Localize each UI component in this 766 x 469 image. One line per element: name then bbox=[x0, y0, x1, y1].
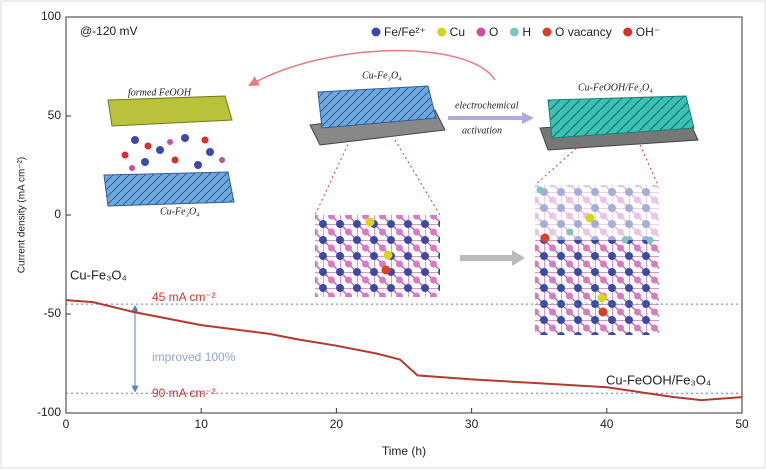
y-tick-label: -100 bbox=[37, 405, 61, 419]
inset-label: Cu-FeOOH/Fe₃O₄ bbox=[578, 82, 653, 93]
y-tick-label: 0 bbox=[54, 207, 61, 221]
legend-swatch bbox=[476, 27, 486, 37]
improvement-label: improved 100% bbox=[152, 350, 236, 364]
legend-label: O bbox=[489, 25, 498, 39]
x-tick-label: 0 bbox=[63, 417, 70, 431]
x-tick-label: 40 bbox=[600, 417, 614, 431]
y-tick-label: -50 bbox=[44, 306, 62, 320]
legend-swatch bbox=[542, 27, 552, 37]
condition: @-120 mV bbox=[80, 24, 138, 38]
legend-label: H bbox=[522, 25, 531, 39]
legend-swatch bbox=[623, 27, 633, 37]
curved-arrow bbox=[248, 49, 496, 87]
legend-label: OH⁻ bbox=[636, 25, 660, 39]
end-label: Cu-FeOOH/Fe₃O₄ bbox=[606, 372, 711, 387]
inset-label: activation bbox=[462, 125, 502, 136]
x-tick-label: 20 bbox=[330, 417, 344, 431]
inset-label: Cu-Fe₃O₄ bbox=[362, 70, 402, 81]
inset-middle bbox=[309, 85, 525, 297]
legend-label: Cu bbox=[450, 25, 465, 39]
legend-swatch bbox=[509, 27, 519, 37]
x-axis-label: Time (h) bbox=[382, 444, 426, 458]
lattice-before bbox=[315, 215, 440, 297]
data-line bbox=[65, 299, 743, 402]
initial-label: 45 mA cm⁻² bbox=[152, 290, 216, 304]
x-tick-label: 50 bbox=[735, 417, 749, 431]
final-label: 90 mA cm⁻² bbox=[152, 386, 216, 400]
x-tick-label: 30 bbox=[465, 417, 479, 431]
inset-right bbox=[448, 95, 699, 335]
inset-label: Cu-Fe₃O₄ bbox=[160, 206, 200, 217]
legend-swatch bbox=[437, 27, 447, 37]
inset-left bbox=[103, 95, 235, 207]
y-tick-label: 50 bbox=[48, 108, 62, 122]
y-axis-label: Current density (mA cm⁻²) bbox=[17, 157, 28, 273]
legend-label: Fe/Fe²⁺ bbox=[384, 25, 426, 39]
start-label: Cu-Fe₃O₄ bbox=[70, 267, 127, 282]
legend-label: O vacancy bbox=[555, 25, 612, 39]
x-tick-label: 10 bbox=[195, 417, 209, 431]
y-tick-label: 100 bbox=[41, 9, 61, 23]
inset-label: electrochemical bbox=[455, 100, 519, 111]
legend-swatch bbox=[371, 27, 381, 37]
inset-label: formed FeOOH bbox=[128, 87, 192, 98]
